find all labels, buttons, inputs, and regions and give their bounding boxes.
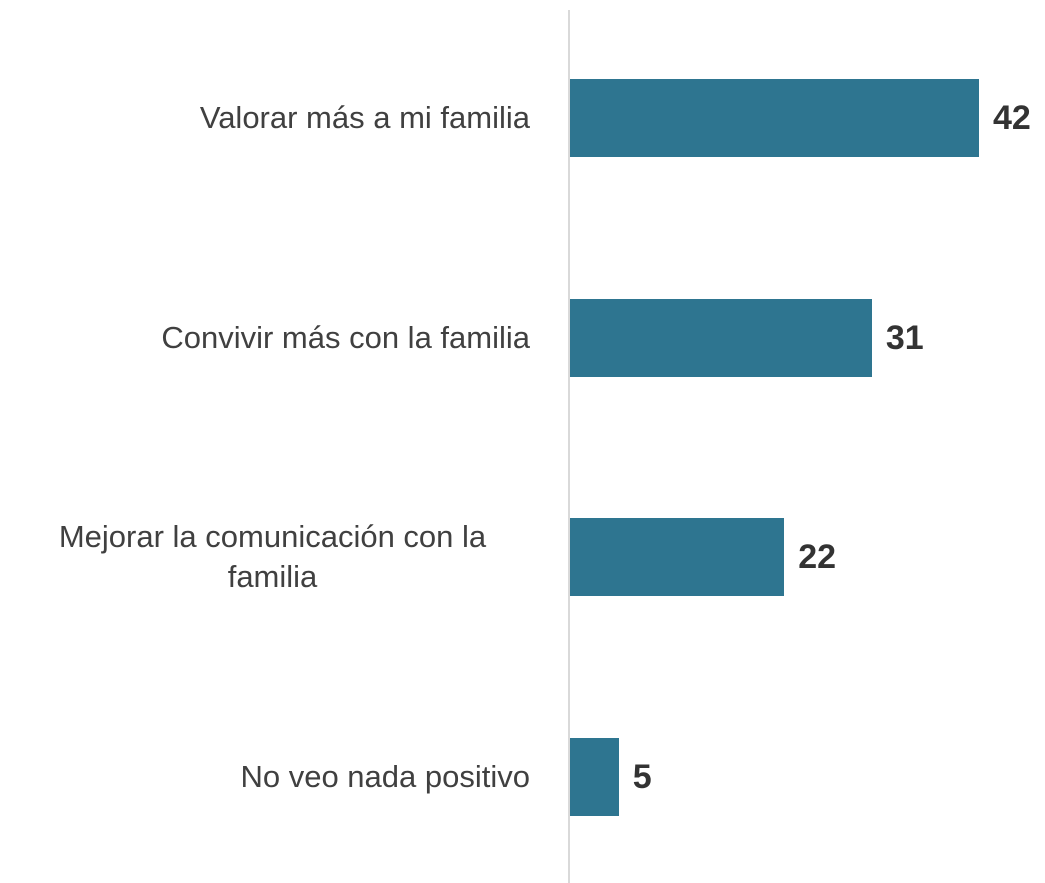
bar [570, 79, 979, 157]
value-label: 42 [993, 99, 1031, 137]
category-label: Mejorar la comunicación con la familia [58, 519, 487, 595]
bar [570, 518, 785, 597]
category-label-box: Mejorar la comunicación con la familia [0, 517, 530, 597]
category-label: Valorar más a mi familia [199, 100, 530, 135]
bar [570, 298, 872, 377]
value-label: 31 [885, 318, 924, 357]
axis-line [568, 10, 570, 883]
category-label-box: Valorar más a mi familia [0, 98, 530, 138]
value-label: 22 [798, 538, 837, 577]
bar [570, 738, 619, 817]
category-label-box: Convivir más con la familia [0, 318, 530, 358]
category-label: No veo nada positivo [240, 759, 530, 795]
category-label-box: No veo nada positivo [0, 757, 530, 797]
value-label: 5 [632, 758, 652, 797]
category-label: Convivir más con la familia [161, 319, 530, 355]
